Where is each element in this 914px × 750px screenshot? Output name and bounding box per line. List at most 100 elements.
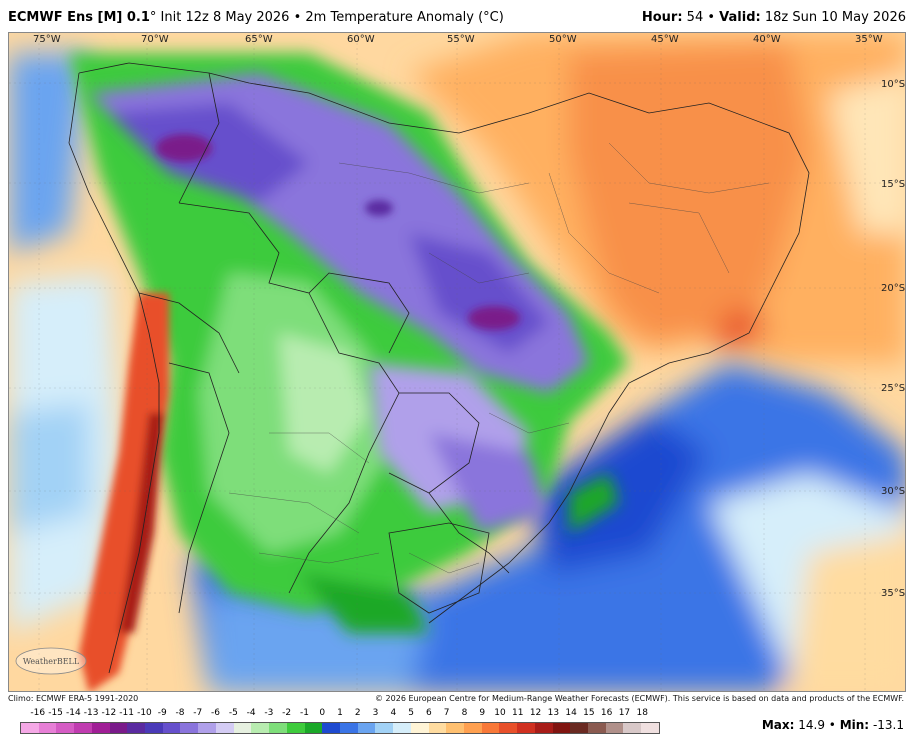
map-canvas: 75°W 70°W 65°W 60°W 55°W 50°W 45°W 40°W … [9,33,905,691]
colorbar-tick-label: 5 [408,708,414,718]
colorbar-swatch [534,723,553,733]
lon-label: 45°W [651,34,679,45]
colorbar-swatch [481,723,500,733]
colorbar-tick-label: 15 [583,708,595,718]
colorbar-swatch [215,723,234,733]
colorbar-swatch [428,723,447,733]
colorbar-swatch [339,723,358,733]
lon-label: 50°W [549,34,577,45]
temperature-anomaly-map[interactable]: 75°W 70°W 65°W 60°W 55°W 50°W 45°W 40°W … [8,32,906,692]
colorbar-swatch [109,723,128,733]
colorbar-swatch [605,723,624,733]
colorbar-tick-label: 3 [372,708,379,718]
colorbar-tick-label: 0 [319,708,326,718]
andes-warm-anomaly [79,293,169,691]
colorbar-swatch [357,723,376,733]
colorbar-tick-label: -13 [83,708,99,718]
colorbar-tick-label: -1 [299,708,309,718]
colorbar-swatch [322,723,340,733]
colorbar-swatch [499,723,518,733]
valid-label: Valid: [719,10,761,25]
colorbar-swatch [446,723,464,733]
colorbar-tick-label: -10 [137,708,152,718]
colorbar-swatch [588,723,606,733]
colorbar-tick-label: -9 [157,708,167,718]
degree-symbol: ° [149,10,157,25]
colorbar-swatch [286,723,305,733]
longitude-labels: 75°W 70°W 65°W 60°W 55°W 50°W 45°W 40°W … [33,34,883,45]
colorbar-swatch [145,723,163,733]
hour-label: Hour: [641,10,683,25]
colorbar-labels: -16 -15 -14 -13 -12 -11 -10 -9 -8 -7 -6 -5 -4 -3 -2 -1 0… [20,708,660,720]
lat-label: 25°S [881,383,905,394]
colorbar-tick-label: 1 [337,708,343,718]
valid-bullet: • [707,10,716,25]
colorbar-tick-label: 4 [390,708,397,718]
colorbar-swatch [410,723,429,733]
colorbar-tick-label: -5 [228,708,238,718]
colorbar-tick-label: -11 [119,708,135,718]
colorbar-tick-label: -8 [175,708,185,718]
colorbar-swatch [180,723,199,733]
colorbar-tick-label: -12 [101,708,117,718]
max-value: 14.9 [798,718,825,732]
lat-label: 10°S [881,79,905,90]
colorbar-tick-label: -3 [264,708,274,718]
lon-label: 70°W [141,34,169,45]
lat-label: 15°S [881,179,905,190]
colorbar-tick-label: 6 [426,708,432,718]
map-title: ECMWF Ens [M] 0.1° Init 12z 8 May 2026 •… [8,10,504,25]
colorbar-swatch [463,723,482,733]
colorbar-tick-label: -7 [193,708,203,718]
colorbar-tick-label: 2 [354,708,361,718]
colorbar-tick-label: 7 [443,708,450,718]
colorbar-tick-label: 17 [618,708,631,718]
logo-text: WeatherBELL [23,657,80,666]
pacific-anomaly [9,53,119,633]
colorbar-tick-label: 18 [636,708,648,718]
colorbar-swatch [517,723,535,733]
colorbar-swatch [91,723,110,733]
hour-value: 54 [686,10,704,25]
colorbar-swatch [304,723,323,733]
colorbar-tick-label: -14 [65,708,81,718]
state-borders [228,142,770,574]
climo-note: Climo: ECMWF ERA-5 1991-2020 [8,694,139,703]
lon-label: 65°W [245,34,273,45]
latitude-labels: 10°S 15°S 20°S 25°S 30°S 35°S [881,79,905,599]
colorbar-legend: -16 -15 -14 -13 -12 -11 -10 -9 -8 -7 -6 -5 -4 -3 -2 -1 0… [20,708,660,738]
colorbar-tick-label: 12 [529,708,542,718]
colorbar-tick-label: -6 [211,708,221,718]
colorbar-swatch [233,723,252,733]
min-label: Min: [839,718,870,732]
colorbar-swatch [623,723,642,733]
colorbar-tick-label: 10 [494,708,506,718]
colorbar-tick-label: 9 [479,708,486,718]
field-name: 2m Temperature Anomaly (°C) [305,10,504,25]
max-min-stats: Max: 14.9 • Min: -13.1 [762,718,904,732]
weatherbell-logo: WeatherBELL [14,646,88,676]
colorbar-swatch [393,723,411,733]
lon-label: 60°W [347,34,375,45]
colorbar-tick-label: -15 [48,708,63,718]
colorbar-swatch [38,723,57,733]
valid-time-info: Hour: 54 • Valid: 18z Sun 10 May 2026 [642,10,906,25]
colorbar-swatch [198,723,216,733]
min-value: -13.1 [872,718,904,732]
colorbar-tick-label: -16 [30,708,46,718]
colorbar-swatch [375,723,394,733]
colorbar-tick-label: -2 [282,708,292,718]
cold-anomaly-cores [156,134,520,330]
colorbar-tick-label: 8 [461,708,468,718]
country-borders [68,62,810,674]
lat-label: 20°S [881,283,905,294]
colorbar-tick-label: 11 [512,708,524,718]
colorbar-swatch [162,723,181,733]
colorbar-tick-label: 14 [565,708,577,718]
lon-label: 55°W [447,34,475,45]
title-bullet: • [293,10,302,25]
colorbar-tick-label: -4 [246,708,256,718]
lat-label: 35°S [881,588,905,599]
graticule [9,33,905,691]
copyright-note: © 2026 European Centre for Medium-Range … [375,694,904,703]
